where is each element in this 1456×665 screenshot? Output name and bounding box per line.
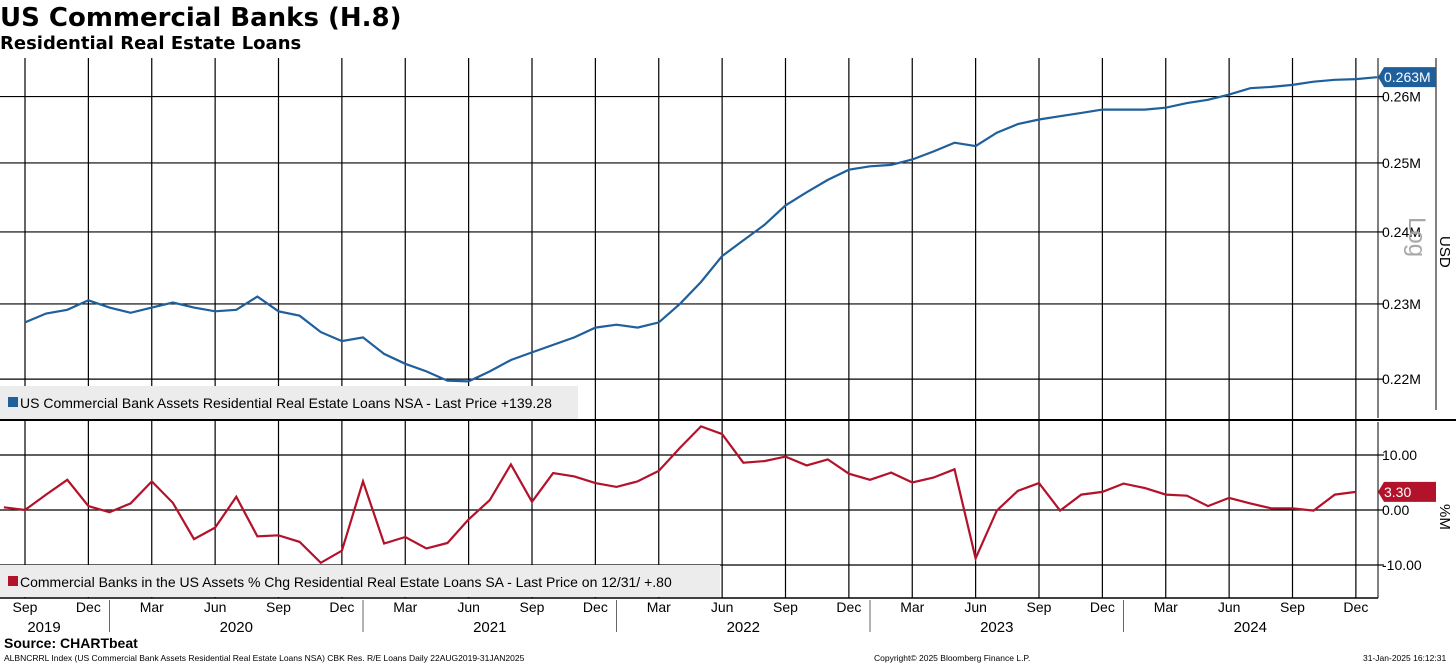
lower-y-axis: -10.00 0.00 10.00 xyxy=(1377,422,1422,598)
chart-subtitle: Residential Real Estate Loans xyxy=(0,33,301,54)
x-year-label: 2020 xyxy=(220,619,253,636)
lower-horizontal-gridlines xyxy=(0,454,1378,566)
upper-y-axis-label: USD xyxy=(1436,236,1453,268)
upper-y-tick-label: 0.22M xyxy=(1382,371,1421,387)
x-year-label: 2023 xyxy=(980,619,1013,636)
x-year-label: 2024 xyxy=(1234,619,1267,636)
lower-last-value-tag: 3.30 xyxy=(1378,481,1436,502)
x-month-label: Jun xyxy=(1218,599,1241,615)
source-label: Source: CHARTbeat xyxy=(4,635,138,651)
upper-series-line xyxy=(24,76,1378,383)
upper-y-tick-label: 0.24M xyxy=(1382,224,1421,240)
lower-y-tick-label: 0.00 xyxy=(1382,502,1409,518)
upper-last-value-tag-shape xyxy=(1378,67,1436,88)
x-month-label: Mar xyxy=(1154,599,1178,615)
index-info: ALBNCRRL Index (US Commercial Bank Asset… xyxy=(4,653,525,663)
log-scale-label: Log xyxy=(1403,217,1430,257)
lower-y-tick-label: 10.00 xyxy=(1382,447,1417,463)
lower-y-tick-label: -10.00 xyxy=(1382,557,1422,573)
x-month-label: Mar xyxy=(900,599,924,615)
lower-y-axis-label: %M xyxy=(1436,504,1453,530)
upper-y-tick-label: 0.23M xyxy=(1382,296,1421,312)
upper-last-value-tag: 0.263M xyxy=(1378,67,1436,88)
lower-last-value-tag-shape xyxy=(1378,481,1436,502)
x-axis-month-labels: Sep Dec Mar Jun Sep Dec Mar Jun Sep Dec Mar Jun Sep D… xyxy=(13,599,1369,615)
upper-legend-text: US Commercial Bank Assets Residential Re… xyxy=(20,395,552,411)
x-month-label: Dec xyxy=(76,599,101,615)
upper-last-value-label: 0.263M xyxy=(1384,69,1431,85)
x-month-label: Dec xyxy=(1343,599,1368,615)
copyright: Copyright© 2025 Bloomberg Finance L.P. xyxy=(874,653,1030,663)
x-month-label: Mar xyxy=(393,599,417,615)
x-month-label: Sep xyxy=(1280,599,1305,615)
x-year-label: 2019 xyxy=(27,619,60,636)
lower-legend-swatch xyxy=(8,576,18,586)
x-month-label: Sep xyxy=(13,599,38,615)
x-month-label: Dec xyxy=(329,599,354,615)
x-month-label: Jun xyxy=(964,599,987,615)
x-month-label: Sep xyxy=(1027,599,1052,615)
upper-legend-box xyxy=(0,386,578,419)
x-month-label: Dec xyxy=(583,599,608,615)
upper-y-tick-label: 0.25M xyxy=(1382,155,1421,171)
upper-y-tick-label: 0.26M xyxy=(1382,89,1421,105)
x-axis-year-labels: 2019 2020 2021 2022 2023 2024 xyxy=(27,600,1267,636)
x-month-label: Jun xyxy=(457,599,480,615)
upper-legend-swatch xyxy=(8,397,18,407)
x-month-label: Jun xyxy=(711,599,734,615)
x-month-label: Jun xyxy=(204,599,227,615)
x-month-label: Mar xyxy=(647,599,671,615)
upper-y-axis: 0.22M 0.23M 0.24M 0.25M 0.26M xyxy=(1377,58,1437,418)
upper-horizontal-gridlines xyxy=(0,95,1378,380)
x-year-label: 2022 xyxy=(727,619,760,636)
lower-legend-text: Commercial Banks in the US Assets % Chg … xyxy=(20,574,672,590)
x-month-label: Mar xyxy=(140,599,164,615)
x-month-label: Sep xyxy=(520,599,545,615)
x-month-label: Sep xyxy=(266,599,291,615)
x-month-label: Sep xyxy=(773,599,798,615)
lower-series-line xyxy=(3,425,1357,565)
chart-title: US Commercial Banks (H.8) xyxy=(0,3,402,33)
vertical-gridlines xyxy=(24,58,1357,598)
lower-last-value-label: 3.30 xyxy=(1384,484,1411,500)
x-year-label: 2021 xyxy=(473,619,506,636)
timestamp: 31-Jan-2025 16:12:31 xyxy=(1363,653,1446,663)
x-month-label: Dec xyxy=(1090,599,1115,615)
upper-panel: 0.22M 0.23M 0.24M 0.25M 0.26M 0.263M USD Log… xyxy=(0,58,1453,419)
x-month-label: Dec xyxy=(836,599,861,615)
lower-legend-box xyxy=(0,565,720,597)
lower-panel: -10.00 0.00 10.00 3.30 %M Commercial Banks… xyxy=(0,422,1453,598)
